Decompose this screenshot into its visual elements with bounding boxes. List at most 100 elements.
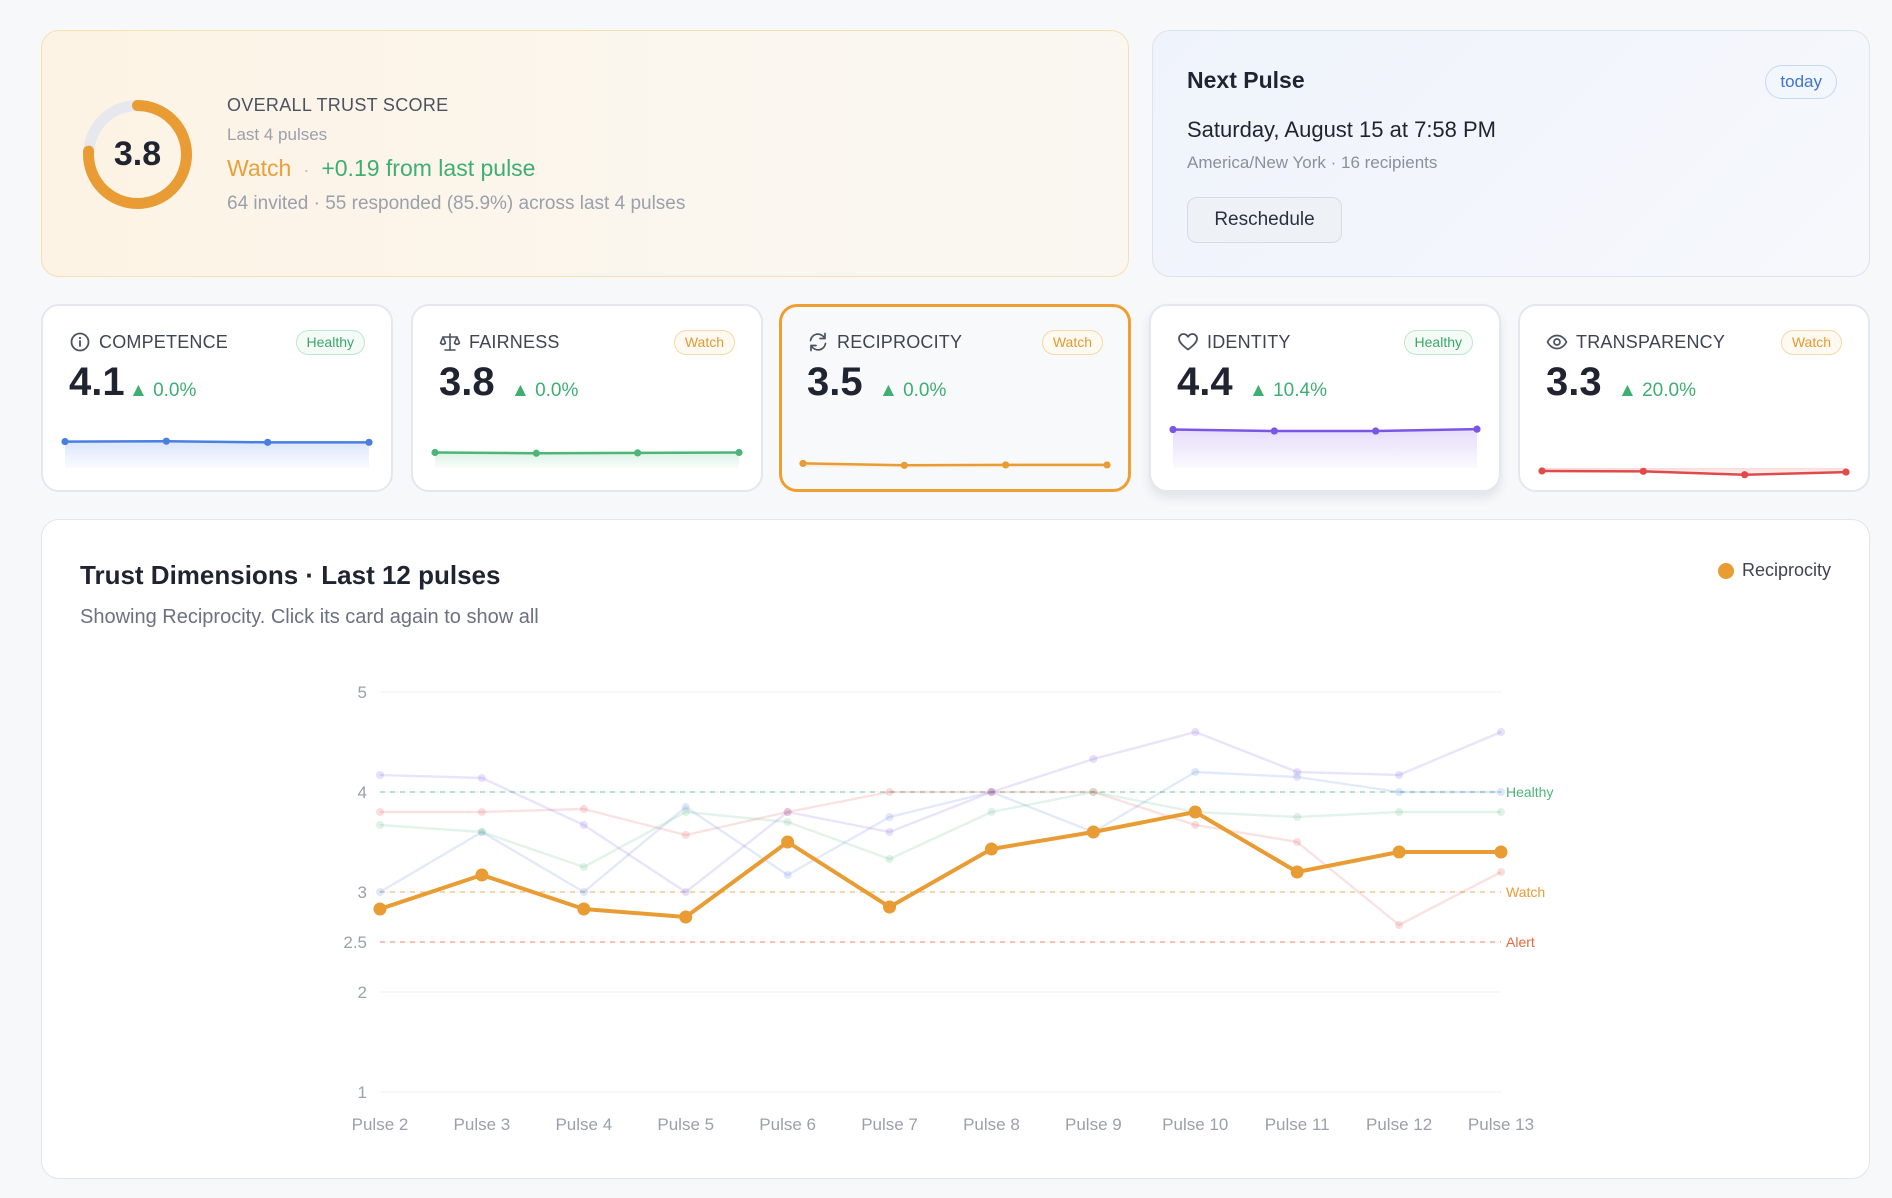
series-point-competence: [783, 871, 792, 879]
series-point-fairness: [885, 855, 894, 863]
series-point-fairness: [987, 808, 996, 816]
today-badge: today: [1765, 65, 1837, 99]
series-point-fairness: [783, 818, 792, 826]
overall-status-row: Watch · +0.19 from last pulse: [227, 155, 535, 182]
sparkline-point: [61, 437, 69, 446]
sparkline-point: [1169, 425, 1177, 434]
series-point-transparency: [1191, 821, 1200, 829]
sparkline: [1169, 414, 1481, 474]
series-line-transparency: [380, 790, 1502, 927]
series-point-competence: [1395, 788, 1404, 796]
x-tick-label: Pulse 6: [759, 1115, 816, 1134]
series-point-competence: [1191, 768, 1200, 776]
sparkline-point: [799, 459, 807, 468]
series-point-fairness: [477, 828, 486, 836]
dimension-name: FAIRNESS: [469, 331, 560, 352]
x-tick-label: Pulse 8: [963, 1115, 1020, 1134]
series-point-reciprocity: [1392, 845, 1406, 859]
series-point-identity: [579, 821, 588, 829]
x-tick-label: Pulse 2: [352, 1115, 409, 1134]
sparkline-svg: [799, 459, 1111, 469]
sparkline-area: [65, 441, 369, 468]
refresh-icon: [807, 331, 829, 353]
dimension-score: 3.5: [807, 360, 863, 404]
x-tick-label: Pulse 9: [1065, 1115, 1122, 1134]
series-point-reciprocity: [883, 900, 897, 914]
legend-label: Reciprocity: [1741, 560, 1831, 580]
sparkline-svg: [61, 437, 373, 468]
sparkline: [431, 414, 743, 474]
status-separator: ·: [303, 160, 310, 180]
sparkline-point: [1103, 461, 1111, 469]
reference-label-watch: Watch: [1506, 884, 1545, 900]
dimension-score: 3.8: [439, 360, 495, 404]
overall-delta: +0.19 from last pulse: [321, 155, 536, 181]
info-icon: [69, 331, 91, 353]
series-point-reciprocity: [781, 835, 795, 849]
trust-dimensions-chart-card: Trust Dimensions · Last 12 pulses Showin…: [41, 519, 1870, 1179]
sparkline-point: [1538, 467, 1546, 475]
series-point-transparency: [1089, 788, 1098, 796]
series-point-identity: [783, 808, 792, 816]
series-point-identity: [681, 888, 690, 896]
reference-label-alert: Alert: [1506, 934, 1535, 950]
x-tick-label: Pulse 13: [1468, 1115, 1534, 1134]
series-point-transparency: [376, 808, 384, 816]
sparkline: [799, 414, 1111, 474]
overall-response-stats: 64 invited · 55 responded (85.9%) across…: [227, 193, 686, 214]
sparkline-point: [735, 448, 743, 457]
dimension-card-transparency[interactable]: TRANSPARENCY Watch 3.3 ▲ 20.0%: [1518, 304, 1870, 492]
dimension-trend: ▲ 10.4%: [1249, 380, 1327, 401]
y-tick-label: 5: [358, 683, 367, 702]
series-point-competence: [477, 828, 486, 836]
series-point-fairness: [1395, 808, 1404, 816]
x-tick-label: Pulse 5: [657, 1115, 714, 1134]
series-point-fairness: [376, 821, 384, 829]
overall-score-value: 3.8: [113, 135, 162, 173]
series-line-competence: [379, 770, 1501, 894]
chart-legend[interactable]: Reciprocity: [1717, 560, 1831, 581]
sparkline-point: [1639, 467, 1647, 475]
series-point-competence: [885, 813, 894, 821]
series-point-identity: [1191, 728, 1200, 736]
sparkline-line: [1172, 427, 1478, 433]
series-point-fairness: [579, 863, 588, 871]
status-badge: Watch: [673, 330, 735, 355]
sparkline-area: [435, 452, 739, 468]
dimension-score: 4.1: [69, 360, 125, 404]
sparkline-point: [1002, 461, 1010, 469]
sparkline-point: [532, 449, 540, 457]
next-pulse-title: Next Pulse: [1187, 67, 1305, 93]
chart-subtitle: Showing Reciprocity. Click its card agai…: [80, 606, 539, 628]
trust-score-ring: 3.8: [80, 97, 195, 212]
reference-label-healthy: Healthy: [1506, 784, 1553, 800]
dimension-card-reciprocity[interactable]: RECIPROCITY Watch 3.5 ▲ 0.0%: [779, 304, 1131, 492]
dimension-card-fairness[interactable]: FAIRNESS Watch 3.8 ▲ 0.0%: [411, 304, 763, 492]
reschedule-button[interactable]: Reschedule: [1187, 197, 1342, 243]
series-point-identity: [885, 828, 894, 836]
status-badge: Healthy: [295, 330, 365, 355]
dimension-card-identity[interactable]: IDENTITY Healthy 4.4 ▲ 10.4%: [1149, 304, 1501, 492]
dimension-trend: ▲ 20.0%: [1618, 380, 1696, 401]
scale-icon: [439, 331, 461, 353]
dimension-card-competence[interactable]: COMPETENCE Healthy 4.1 ▲ 0.0%: [41, 304, 393, 492]
series-point-competence: [681, 803, 690, 811]
sparkline-point: [1372, 427, 1380, 435]
sparkline-svg: [1169, 425, 1481, 468]
series-line-identity: [379, 730, 1502, 894]
overall-score-label: OVERALL TRUST SCORE: [227, 95, 449, 115]
sparkline: [61, 414, 373, 474]
dimension-name: IDENTITY: [1207, 331, 1291, 352]
dimension-name: TRANSPARENCY: [1576, 331, 1726, 352]
sparkline-point: [1741, 471, 1749, 479]
next-pulse-card: Next Pulse today Saturday, August 15 at …: [1152, 30, 1870, 277]
series-point-competence: [987, 788, 996, 796]
status-badge: Watch: [1041, 330, 1103, 355]
sparkline-area: [1173, 429, 1477, 468]
series-point-transparency: [987, 788, 996, 796]
series-point-identity: [1089, 755, 1098, 763]
series-point-transparency: [1497, 868, 1505, 876]
sparkline-point: [634, 449, 642, 457]
sparkline-line: [802, 462, 1107, 467]
x-tick-label: Pulse 12: [1366, 1115, 1432, 1134]
